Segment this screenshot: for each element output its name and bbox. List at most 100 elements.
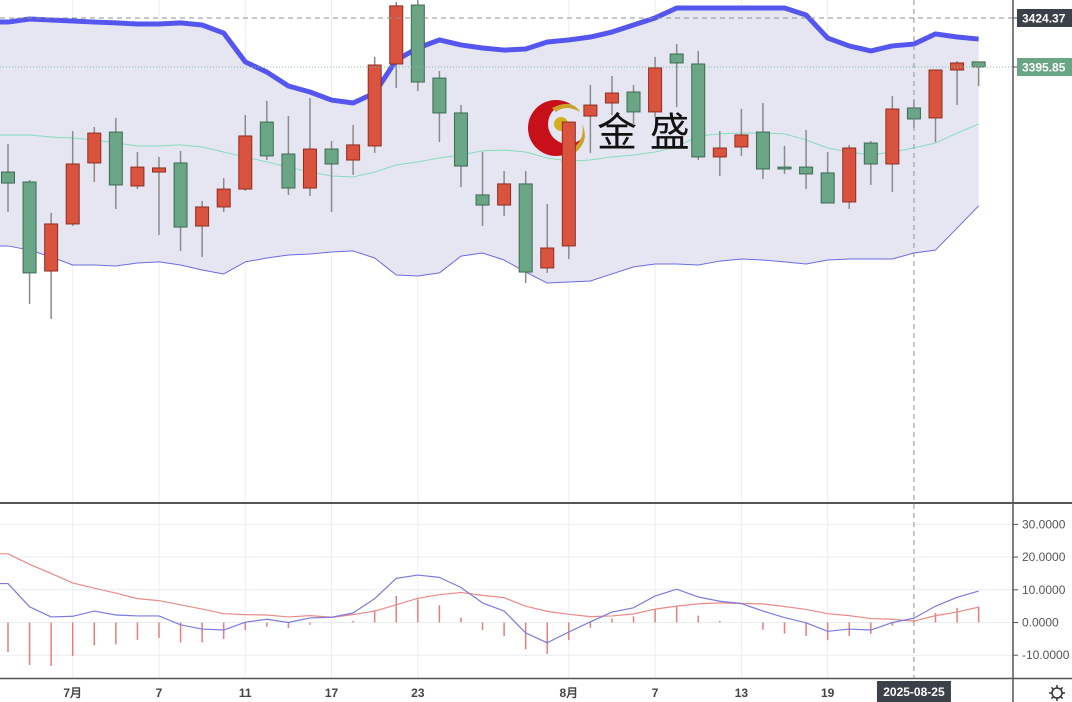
candle-body [626,91,641,113]
candle-body [1,171,15,184]
candle [626,84,641,125]
x-tick-label: 7 [156,686,163,700]
candle-body [691,63,706,158]
candle [216,178,231,212]
candle [863,140,878,185]
candle [259,100,274,161]
settings-gear-icon[interactable] [1049,685,1065,701]
candle-body [583,104,598,117]
x-tick-label: 17 [325,686,339,700]
candle-body [648,67,663,113]
candle [712,130,727,177]
candle-body [669,53,684,64]
x-tick-label: 19 [821,686,835,700]
candle [842,144,857,210]
candle [367,56,382,153]
candle-body [346,144,361,161]
candle-body [497,183,512,206]
candle [820,151,835,204]
candle [950,61,965,106]
macd-y-tick-label: 30.0000 [1022,517,1066,531]
crosshair-date-bg [876,681,951,702]
candle [540,204,555,273]
candle [734,109,749,156]
candle [518,171,533,284]
candle [583,84,598,153]
last-price-label: 3395.85 [1022,60,1066,74]
price-axis-bg [1013,0,1072,702]
band-fill [0,7,979,284]
candle [432,71,447,142]
x-tick-label: 13 [735,686,749,700]
candle-body [561,121,576,247]
candle-body [87,132,102,164]
logo-swoosh-icon [552,103,580,112]
candle-body [734,134,749,148]
candle-body [799,166,814,175]
candle-body [281,153,296,189]
candle [885,95,900,192]
candle [87,127,102,183]
candle [1,144,15,212]
candle-body [195,206,210,227]
candle-body [475,194,490,206]
candle [410,0,425,91]
candle [22,179,37,305]
macd-y-tick-label: -10.0000 [1022,648,1070,662]
candle-body [712,147,727,158]
x-tick-label: 8月 [559,686,578,700]
candle-body [22,181,37,274]
candle [453,105,468,188]
candle-body [885,108,900,165]
candle-body [540,247,555,269]
band-lower-line [0,205,980,284]
candle-body [820,172,835,204]
candle [151,156,166,235]
candle-body [130,166,145,187]
candle [346,124,361,175]
candle-body [604,92,619,104]
candle [389,1,404,89]
x-tick-label: 23 [411,686,425,700]
candle-body [108,131,123,186]
candle [799,129,814,190]
candles [1,0,986,319]
macd-dif-line [0,574,979,644]
candle-body [389,5,404,65]
price-label-bg [1017,57,1072,76]
candle [648,56,663,118]
x-tick-label: 11 [239,686,252,700]
macd-y-tick-label: 20.0000 [1022,550,1066,564]
candle-body [367,64,382,147]
macd-pane [0,553,980,666]
bollinger-bands [0,5,980,284]
band-upper-line [0,5,979,106]
candle [238,115,253,191]
candle-body [65,163,80,225]
logo-swoosh-icon-2 [570,124,585,152]
candle [302,98,317,196]
candle-body [410,4,425,83]
candle-body [950,62,965,71]
candle-body [842,147,857,203]
candle [108,117,123,210]
candle [928,69,943,142]
candle-body [44,223,59,272]
candle [324,140,339,212]
macd-y-tick-label: 10.0000 [1022,583,1066,597]
macd-dea-line [0,553,979,622]
crosshair-date-label: 2025-08-25 [883,685,945,699]
candle-body [238,135,253,190]
candle-body [173,162,188,228]
candle [65,130,80,227]
candle [44,212,59,319]
candle [561,121,576,260]
candle-body [777,166,792,170]
macd-y-tick-label: 0.0000 [1022,616,1059,630]
candle-body [755,131,770,170]
candle-body [971,61,986,68]
candle [604,76,619,116]
candle-body [324,148,339,165]
